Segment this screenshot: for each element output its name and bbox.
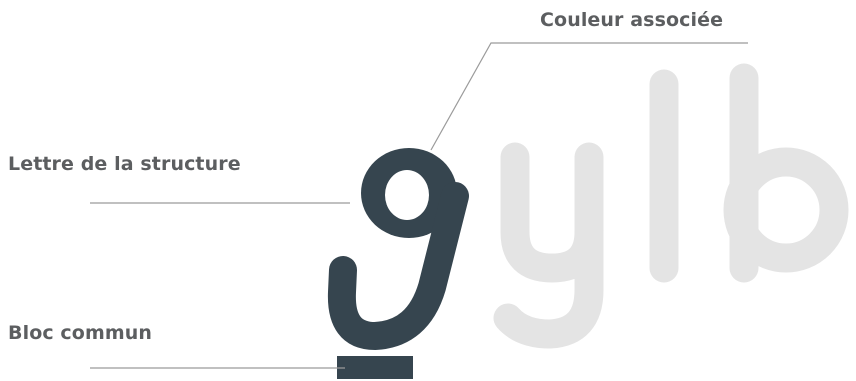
- label-bloc-commun: Bloc commun: [8, 322, 152, 344]
- leader-line-couleur: [430, 42, 748, 151]
- label-couleur-associee: Couleur associée: [540, 9, 724, 31]
- label-lettre-structure: Lettre de la structure: [8, 153, 241, 175]
- accent-letter-g: [327, 148, 469, 351]
- common-block: [337, 356, 413, 379]
- wordmark-ylb: [493, 63, 849, 349]
